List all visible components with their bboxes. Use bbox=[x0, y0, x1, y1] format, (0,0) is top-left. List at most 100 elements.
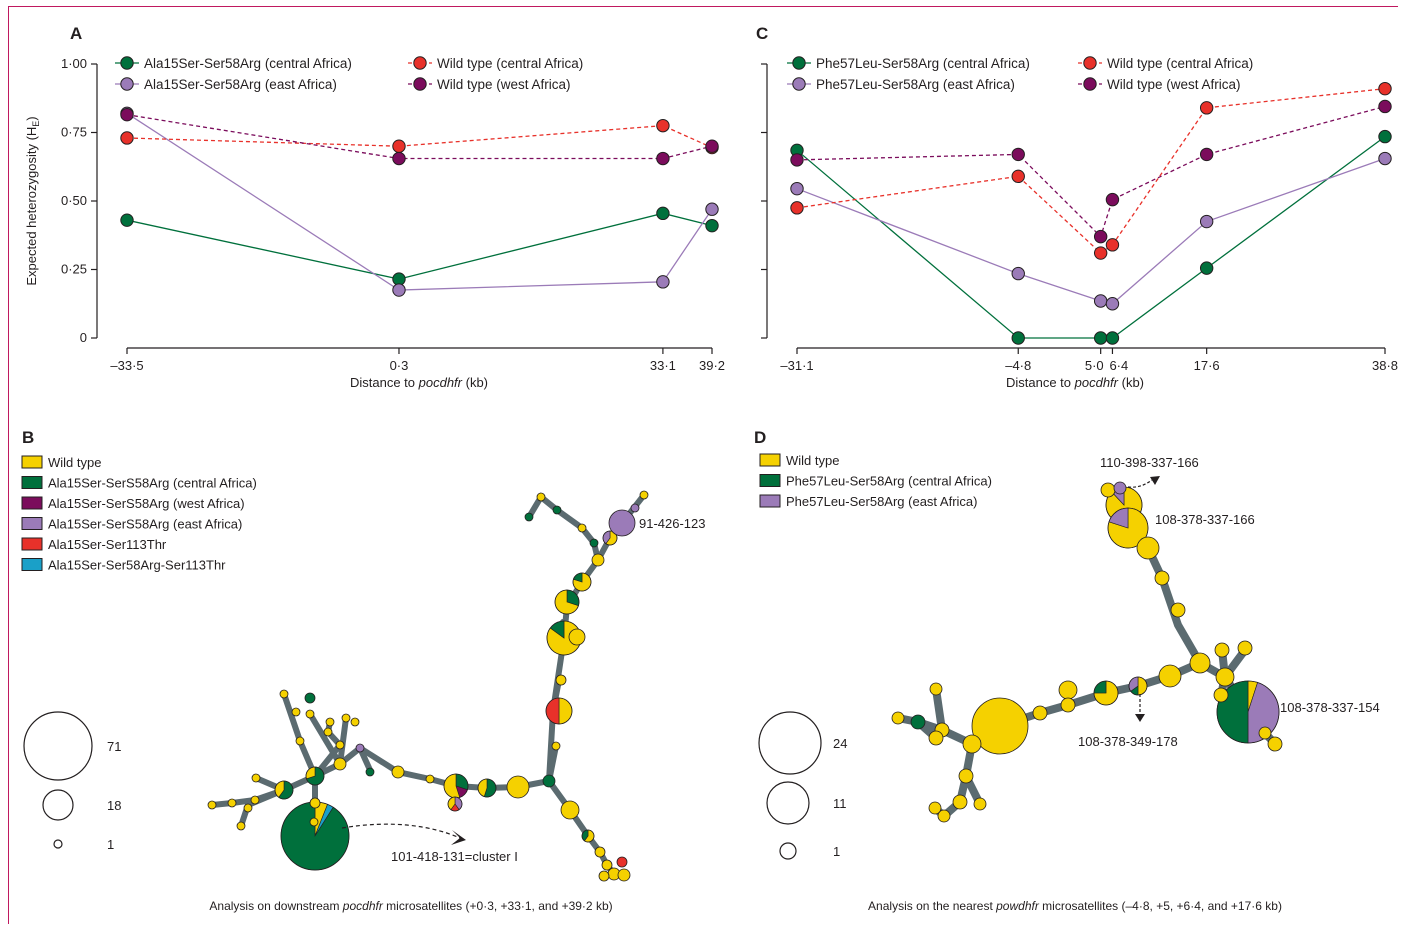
node-slice bbox=[639, 490, 649, 500]
haplotype-node bbox=[616, 856, 628, 868]
data-point bbox=[1378, 129, 1392, 144]
y-tick-label: 1·00 bbox=[61, 56, 87, 71]
node-slice bbox=[545, 697, 560, 725]
x-tick-label: 5·0 bbox=[1085, 358, 1104, 373]
node-slice bbox=[207, 800, 217, 810]
node-slice bbox=[391, 765, 405, 779]
legend-label: Ala15Ser-Ser58Arg-Ser113Thr bbox=[48, 558, 226, 573]
x-tick-label: –4·8 bbox=[1005, 358, 1031, 373]
frame-left-rule bbox=[8, 6, 9, 924]
legend-marker bbox=[792, 77, 806, 91]
panel-c-y-ticks bbox=[761, 63, 767, 339]
panel-c-x-axis-label: Distance to pocdhfr (kb) bbox=[1006, 375, 1144, 390]
data-point bbox=[1011, 169, 1025, 184]
legend-swatch bbox=[759, 494, 781, 508]
node-slice bbox=[616, 856, 628, 868]
node-slice bbox=[350, 717, 360, 727]
data-point bbox=[1378, 151, 1392, 166]
data-point bbox=[120, 131, 134, 145]
legend-label: Phe57Leu-Ser58Arg (central Africa) bbox=[786, 474, 992, 489]
node-slice bbox=[928, 730, 944, 746]
node-slice bbox=[236, 821, 246, 831]
haplotype-node bbox=[545, 697, 573, 725]
size-legend-label: 1 bbox=[833, 844, 840, 859]
haplotype-arrow bbox=[1127, 479, 1153, 488]
haplotype-node bbox=[391, 765, 405, 779]
node-slice bbox=[295, 736, 305, 746]
node-slice bbox=[250, 795, 260, 805]
haplotype-node bbox=[305, 709, 315, 719]
node-slice bbox=[1189, 652, 1211, 674]
legend-label: Ala15Ser-Ser113Thr bbox=[48, 537, 167, 552]
node-slice bbox=[910, 714, 926, 730]
data-point bbox=[120, 107, 134, 122]
x-tick-label: 33·1 bbox=[650, 358, 676, 373]
size-legend-circle bbox=[42, 789, 74, 821]
haplotype-node bbox=[305, 766, 325, 786]
data-point bbox=[656, 206, 670, 221]
haplotype-node bbox=[1136, 536, 1160, 560]
haplotype-label: 108-378-337-166 bbox=[1155, 512, 1255, 527]
haplotype-node bbox=[207, 800, 217, 810]
legend-swatch bbox=[759, 453, 781, 467]
haplotype-node bbox=[304, 692, 316, 704]
haplotype-node bbox=[552, 505, 562, 515]
panel-d-caption: Analysis on the nearest powdhfr microsat… bbox=[868, 899, 1282, 913]
haplotype-node bbox=[1058, 680, 1078, 700]
node-slice bbox=[952, 794, 968, 810]
node-slice bbox=[1258, 726, 1272, 740]
node-slice bbox=[506, 775, 530, 799]
data-point bbox=[120, 213, 134, 227]
haplotype-node bbox=[598, 870, 610, 882]
haplotype-node bbox=[1158, 664, 1182, 688]
node-slice bbox=[958, 768, 974, 784]
data-point bbox=[1011, 147, 1025, 162]
haplotype-node bbox=[1032, 705, 1048, 721]
node-outline bbox=[274, 780, 294, 800]
data-point bbox=[1105, 192, 1120, 207]
haplotype-node bbox=[309, 797, 321, 809]
network-edge bbox=[209, 492, 647, 808]
haplotype-node bbox=[323, 727, 333, 737]
data-point bbox=[1199, 101, 1214, 115]
legend-marker bbox=[120, 77, 134, 91]
node-slice bbox=[555, 674, 567, 686]
data-point bbox=[656, 151, 670, 166]
data-point bbox=[1011, 331, 1025, 345]
node-slice bbox=[891, 711, 905, 725]
panel-c-series bbox=[790, 81, 1392, 345]
node-slice bbox=[1214, 642, 1230, 658]
haplotype-node bbox=[952, 794, 968, 810]
node-slice bbox=[1170, 602, 1186, 618]
series-line bbox=[796, 105, 1386, 238]
haplotype-node bbox=[355, 743, 365, 753]
haplotype-node bbox=[1215, 667, 1235, 687]
node-slice bbox=[552, 505, 562, 515]
haplotype-node bbox=[1258, 726, 1272, 740]
haplotype-node bbox=[929, 682, 943, 696]
haplotype-node bbox=[1154, 570, 1170, 586]
haplotype-node bbox=[333, 757, 347, 771]
legend-marker bbox=[120, 56, 134, 70]
data-point bbox=[1378, 81, 1392, 96]
data-point bbox=[392, 151, 406, 166]
data-point bbox=[1105, 238, 1120, 252]
haplotype-node bbox=[601, 859, 613, 871]
haplotype-node bbox=[910, 714, 926, 730]
haplotype-node bbox=[1060, 697, 1076, 713]
panel-b: B Wild type Ala15Ser-SerS58Arg (central A… bbox=[21, 428, 706, 913]
legend-label: Phe57Leu-Ser58Arg (central Africa) bbox=[816, 56, 1030, 71]
data-point bbox=[1093, 246, 1108, 260]
series-line bbox=[126, 112, 713, 291]
node-slice bbox=[325, 717, 335, 727]
panel-c-legend: Phe57Leu-Ser58Arg (central Africa) Phe57L… bbox=[787, 56, 1253, 92]
haplotype-node bbox=[560, 800, 580, 820]
legend-label: Phe57Leu-Ser58Arg (east Africa) bbox=[786, 494, 978, 509]
legend-label: Ala15Ser-SerS58Arg (east Africa) bbox=[48, 517, 242, 532]
panel-a-letter: A bbox=[70, 24, 82, 43]
legend-swatch bbox=[21, 517, 43, 530]
haplotype-node bbox=[554, 589, 580, 615]
y-tick-label: 0·50 bbox=[61, 193, 87, 208]
data-point bbox=[790, 201, 804, 215]
